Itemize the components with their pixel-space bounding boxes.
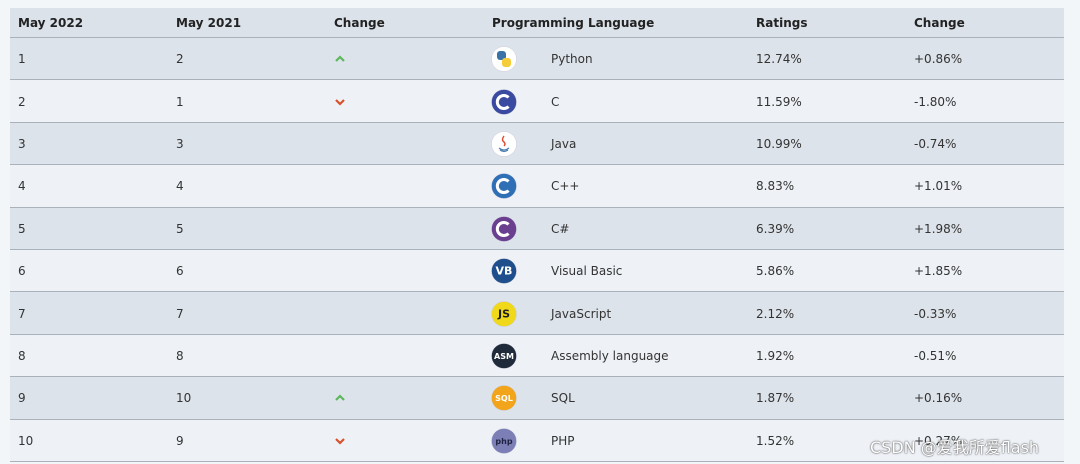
rank-2021: 6 [176,264,184,279]
rating-change: +1.98% [914,221,963,236]
column-header: May 2022 [18,16,84,30]
icon-text: SQL [495,394,513,403]
rating-change: -0.33% [914,306,957,321]
language-icon: JS [491,300,517,327]
column-header: May 2021 [176,16,242,30]
language-icon: SQL [491,385,517,412]
table-row [10,250,1064,293]
rank-2022: 4 [18,179,26,194]
rank-2021: 9 [176,433,184,448]
table-row [10,165,1064,208]
rating-change: -0.74% [914,137,957,151]
language-name: PHP [551,433,575,448]
rank-2021: 2 [176,52,184,67]
rank-2022: 2 [18,94,26,109]
language-icon [491,131,517,157]
rank-2022: 8 [18,349,26,363]
trend-arrow [335,438,345,445]
rating: 1.52% [756,433,795,448]
rating: 1.87% [756,391,795,406]
table-row [10,80,1064,123]
table-row [10,334,1064,378]
language-icon [491,46,517,72]
language-name: C# [551,221,570,236]
rating: 1.92% [756,349,795,363]
rating-change: +1.01% [914,179,963,194]
trend-arrow [335,394,345,402]
table-row [10,207,1064,250]
rating: 5.86% [756,264,795,279]
rating-change: +0.16% [914,391,963,406]
language-name: SQL [551,391,575,406]
rating: 8.83% [756,179,795,194]
icon-text: php [495,437,512,446]
rating: 12.74% [756,52,802,67]
rank-2022: 1 [18,52,26,67]
icon-text: JS [497,307,510,320]
language-name: Java [551,137,577,151]
language-name: Visual Basic [551,264,623,279]
icon-text: ASM [494,352,514,361]
rating: 6.39% [756,221,795,236]
column-header: Ratings [756,16,808,30]
rank-2021: 3 [176,137,184,151]
table-row [10,122,1064,166]
rank-2021: 4 [176,179,184,194]
table-row [10,419,1064,462]
icon-text: VB [496,265,513,278]
rating-change: +0.27% [914,433,963,448]
language-icon [491,88,517,115]
rank-2022: 6 [18,264,26,279]
rank-2022: 9 [18,391,26,406]
language-icon [491,216,517,242]
rating-change: +1.85% [914,264,963,279]
watermark: CSDN @爱我所爱flash [870,438,1040,457]
trend-arrow [335,98,345,106]
rating: 10.99% [756,137,802,151]
rank-2022: 5 [18,221,26,236]
language-name: JavaScript [551,306,612,321]
column-header: Change [334,16,385,30]
language-icon: php [491,428,517,454]
table-row [10,38,1064,81]
rating: 2.12% [756,306,795,321]
rank-2021: 10 [176,391,192,406]
language-icon: VB [491,258,517,284]
column-header: Change [914,16,965,30]
header-row [10,8,1064,38]
language-name: C [551,94,560,109]
rank-2022: 10 [18,433,34,448]
rank-2021: 1 [176,94,184,109]
table-row [10,292,1064,335]
rating-change: -1.80% [914,94,957,109]
table-row [10,377,1064,420]
language-name: Assembly language [551,349,669,363]
rating: 11.59% [756,94,802,109]
rank-2022: 7 [18,306,26,321]
language-icon: ASM [491,343,517,369]
language-name: C++ [551,179,580,194]
language-name: Python [551,52,593,67]
rank-2021: 8 [176,349,184,363]
rank-2021: 5 [176,221,184,236]
rating-change: -0.51% [914,349,957,363]
rank-2021: 7 [176,306,184,321]
rank-2022: 3 [18,137,26,151]
trend-arrow [335,55,345,62]
rating-change: +0.86% [914,52,963,67]
language-icon [491,173,517,200]
column-header: Programming Language [492,16,655,30]
